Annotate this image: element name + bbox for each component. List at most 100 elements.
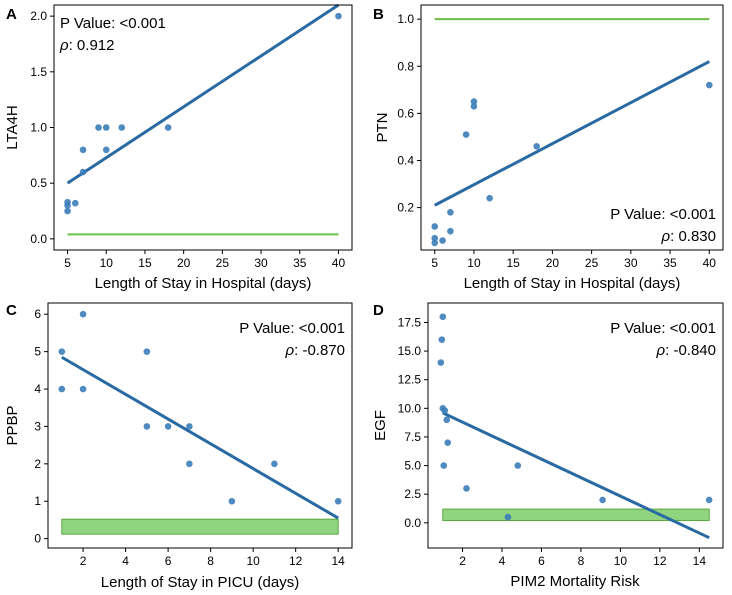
data-point xyxy=(462,131,470,138)
data-point xyxy=(79,385,87,393)
data-point xyxy=(444,439,452,446)
x-tick-label: 6 xyxy=(538,554,545,568)
reference-band xyxy=(61,518,339,535)
data-point xyxy=(186,423,193,430)
x-tick-label: 25 xyxy=(585,256,599,270)
data-point xyxy=(143,423,151,430)
p-value-annotation: P Value: <0.001 xyxy=(60,15,166,32)
panel-letter: A xyxy=(6,6,17,23)
data-point xyxy=(143,348,151,355)
rho-annotation: ρ: -0.870 xyxy=(285,342,345,359)
p-value-annotation: P Value: <0.001 xyxy=(239,320,345,337)
x-tick-label: 10 xyxy=(614,554,628,568)
x-axis-label: Length of Stay in PICU (days) xyxy=(101,574,299,591)
rho-symbol: ρ xyxy=(661,228,671,245)
rho-symbol: ρ xyxy=(59,37,69,54)
rho-annotation: ρ: -0.840 xyxy=(656,342,716,359)
x-tick-label: 14 xyxy=(693,554,707,568)
rho-annotation: ρ: 0.830 xyxy=(661,228,716,245)
y-tick-label: 0.4 xyxy=(397,153,414,167)
data-point xyxy=(431,234,439,242)
y-tick-label: 0.2 xyxy=(397,201,414,215)
y-tick-label: 5 xyxy=(34,345,41,359)
data-point xyxy=(64,207,71,215)
data-point xyxy=(470,102,478,110)
rho-value: : -0.840 xyxy=(665,342,716,359)
x-tick-label: 35 xyxy=(293,256,307,270)
x-tick-label: 15 xyxy=(138,256,152,270)
rho-value: : -0.870 xyxy=(294,342,345,359)
regression-line xyxy=(66,3,340,185)
y-tick-label: 0.0 xyxy=(404,516,421,530)
rho-symbol: ρ xyxy=(656,342,666,359)
data-point xyxy=(599,496,606,504)
y-tick-label: 0.0 xyxy=(30,232,47,246)
data-point xyxy=(443,416,451,424)
data-point xyxy=(514,462,522,469)
x-tick-label: 30 xyxy=(254,256,268,270)
plot-area-frame xyxy=(420,4,724,251)
x-tick-label: 10 xyxy=(467,256,481,270)
y-tick-label: 0.6 xyxy=(397,106,414,120)
x-tick-label: 40 xyxy=(332,256,346,270)
panel-letter: B xyxy=(373,6,384,23)
x-tick-label: 12 xyxy=(289,554,303,568)
y-tick-label: 2.0 xyxy=(30,9,47,23)
x-tick-label: 6 xyxy=(165,554,172,568)
y-tick-label: 0.5 xyxy=(30,176,47,190)
y-tick-label: 6 xyxy=(34,307,41,321)
y-axis-label: PTN xyxy=(374,113,391,143)
x-tick-label: 2 xyxy=(459,554,466,568)
data-point xyxy=(164,423,172,430)
y-tick-label: 5.0 xyxy=(404,459,421,473)
data-point xyxy=(79,146,87,154)
y-tick-label: 0 xyxy=(34,532,41,546)
x-tick-label: 10 xyxy=(246,554,260,568)
plot-area-frame xyxy=(427,302,724,549)
x-tick-label: 4 xyxy=(122,554,129,568)
y-tick-label: 0.8 xyxy=(397,59,414,73)
x-axis-label: Length of Stay in Hospital (days) xyxy=(95,275,312,292)
y-tick-label: 2.5 xyxy=(404,487,421,501)
regression-line xyxy=(434,60,710,207)
rho-value: : 0.830 xyxy=(670,228,716,245)
data-point xyxy=(438,336,446,343)
x-tick-label: 30 xyxy=(624,256,638,270)
y-tick-label: 1 xyxy=(34,494,41,508)
y-tick-label: 1.5 xyxy=(30,65,47,79)
x-axis-label: Length of Stay in Hospital (days) xyxy=(464,275,681,292)
data-point xyxy=(504,513,512,521)
data-point xyxy=(486,194,493,202)
x-tick-label: 12 xyxy=(653,554,667,568)
x-tick-label: 8 xyxy=(578,554,585,568)
data-point xyxy=(102,146,110,154)
data-point xyxy=(705,496,713,504)
p-value-annotation: P Value: <0.001 xyxy=(610,320,716,337)
data-point xyxy=(441,407,449,414)
x-tick-label: 4 xyxy=(499,554,506,568)
panel-letter: C xyxy=(6,302,17,319)
x-tick-label: 20 xyxy=(546,256,560,270)
data-point xyxy=(79,310,87,318)
data-point xyxy=(705,81,713,89)
data-point xyxy=(102,124,110,131)
data-point xyxy=(335,12,342,20)
data-point xyxy=(271,460,278,468)
x-axis-label: PIM2 Mortality Risk xyxy=(510,573,640,590)
y-tick-label: 1.0 xyxy=(397,12,414,26)
data-point xyxy=(439,313,447,321)
rho-value: : 0.912 xyxy=(69,37,115,54)
data-point xyxy=(431,239,439,247)
y-axis-label: LTA4H xyxy=(4,105,21,149)
data-point xyxy=(118,124,126,131)
data-point xyxy=(334,497,342,505)
data-point xyxy=(440,462,448,469)
y-tick-label: 7.5 xyxy=(404,430,421,444)
y-tick-label: 17.5 xyxy=(398,315,422,329)
data-point xyxy=(95,124,102,131)
y-axis-label: EGF xyxy=(372,410,389,441)
y-tick-label: 12.5 xyxy=(398,373,422,387)
y-tick-label: 10.0 xyxy=(398,401,422,415)
x-tick-label: 8 xyxy=(207,554,214,568)
y-axis-label: PPBP xyxy=(4,405,21,445)
